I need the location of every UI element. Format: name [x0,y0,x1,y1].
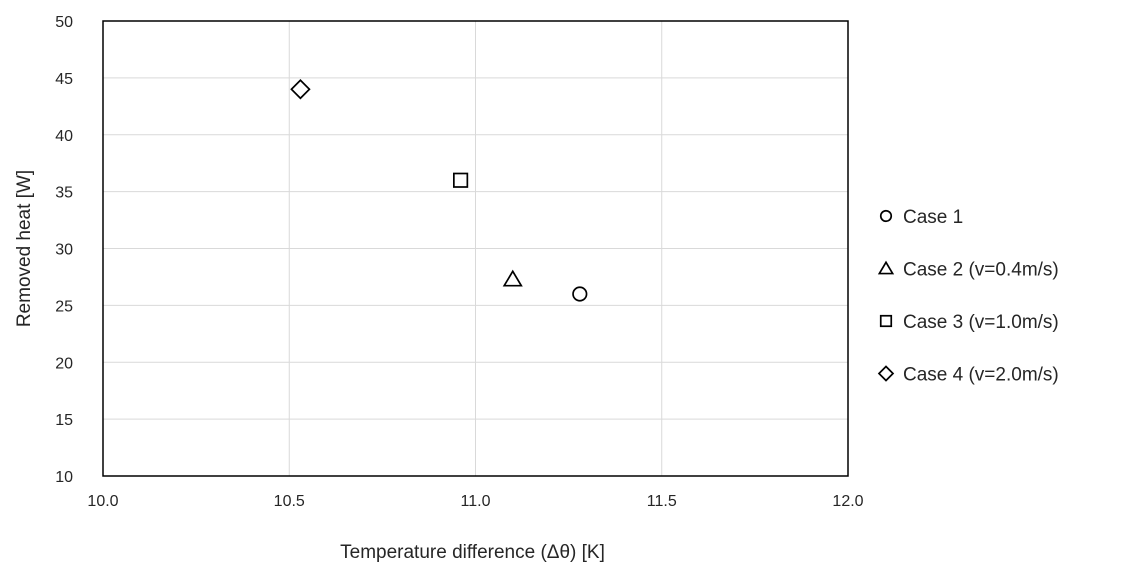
legend-marker-triangle [877,260,895,275]
x-tick-label: 11.0 [461,493,491,510]
data-point-triangle [502,269,523,287]
legend-label: Case 3 (v=1.0m/s) [903,312,1059,333]
y-tick-label: 50 [55,14,73,31]
x-axis-title: Temperature difference (Δθ) [K] [340,542,605,563]
legend-label: Case 4 (v=2.0m/s) [903,365,1059,386]
y-tick-label: 25 [55,298,73,315]
y-tick-label: 35 [55,185,73,202]
y-tick-label: 45 [55,71,73,88]
x-tick-label: 10.5 [274,493,305,510]
legend-label: Case 1 [903,207,963,228]
data-points [290,79,588,302]
y-tick-label: 30 [55,242,73,259]
data-point-square [453,172,469,188]
x-tick-label: 10.0 [87,493,118,510]
tick-labels: 10.0 10.5 11.0 11.5 12.0 10 15 20 25 30 35 40 45 50 [55,14,863,510]
x-tick-label: 12.0 [832,493,863,510]
grid [103,21,848,476]
plot-frame [102,20,849,477]
legend: Case 1 Case 2 (v=0.4m/s) Case 3 (v=1.0m/s)… [877,207,1059,386]
y-tick-label: 15 [55,412,73,429]
legend-label: Case 2 (v=0.4m/s) [903,260,1059,281]
data-point-circle [572,286,588,302]
y-tick-label: 40 [55,128,73,145]
legend-marker-diamond [877,365,895,382]
data-point-diamond [290,79,311,100]
y-tick-label: 10 [55,469,73,486]
legend-marker-circle [879,209,893,223]
axes [102,20,849,477]
y-axis-title: Removed heat [W] [14,170,35,327]
y-tick-label: 20 [55,355,73,372]
x-tick-label: 11.5 [647,493,677,510]
legend-marker-square [879,314,893,328]
